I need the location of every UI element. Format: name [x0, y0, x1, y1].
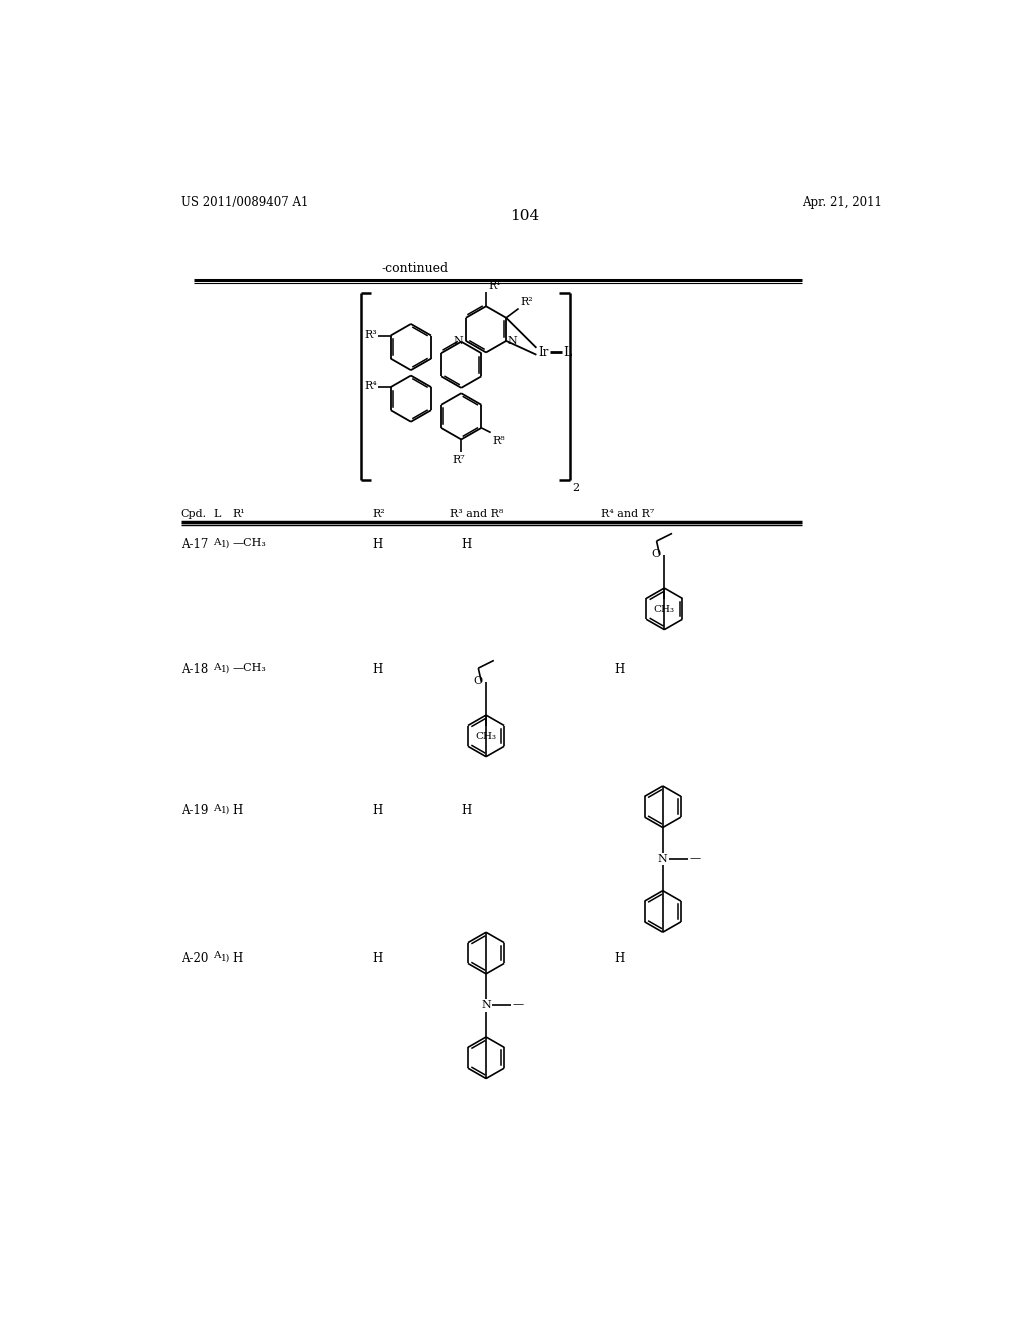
Text: R³ and R⁸: R³ and R⁸	[450, 508, 503, 519]
Text: —: —	[512, 999, 523, 1010]
Text: H: H	[372, 663, 382, 676]
Text: N: N	[453, 335, 463, 346]
Text: 1): 1)	[221, 664, 230, 673]
Text: N: N	[508, 335, 517, 346]
Text: R²: R²	[372, 508, 385, 519]
Text: Apr. 21, 2011: Apr. 21, 2011	[802, 195, 882, 209]
Text: A: A	[213, 804, 221, 813]
Text: R¹: R¹	[232, 508, 246, 519]
Text: H: H	[372, 539, 382, 550]
Text: CH₃: CH₃	[653, 605, 675, 614]
Text: R⁴: R⁴	[365, 381, 377, 391]
Text: H: H	[372, 804, 382, 817]
Text: Ir: Ir	[539, 346, 549, 359]
Text: R⁴ and R⁷: R⁴ and R⁷	[601, 508, 654, 519]
Text: US 2011/0089407 A1: US 2011/0089407 A1	[180, 195, 308, 209]
Text: 1): 1)	[221, 540, 230, 549]
Text: O: O	[651, 549, 660, 560]
Text: A-18: A-18	[180, 663, 208, 676]
Text: 2: 2	[572, 483, 580, 492]
Text: N: N	[657, 854, 668, 865]
Text: R²: R²	[520, 297, 532, 308]
Text: —CH₃: —CH₃	[232, 539, 266, 548]
Text: H: H	[461, 804, 471, 817]
Text: R³: R³	[365, 330, 377, 339]
Text: —: —	[689, 853, 700, 863]
Text: H: H	[614, 952, 625, 965]
Text: A-19: A-19	[180, 804, 208, 817]
Text: 1): 1)	[221, 953, 230, 962]
Text: -continued: -continued	[381, 261, 449, 275]
Text: L: L	[213, 508, 220, 519]
Text: A: A	[213, 952, 221, 961]
Text: A: A	[213, 539, 221, 546]
Text: R¹: R¹	[488, 281, 501, 290]
Text: 104: 104	[510, 209, 540, 223]
Text: —CH₃: —CH₃	[232, 663, 266, 673]
Text: H: H	[232, 952, 243, 965]
Text: R⁷: R⁷	[453, 455, 465, 465]
Text: O: O	[473, 676, 482, 686]
Text: H: H	[232, 804, 243, 817]
Text: L: L	[563, 346, 571, 359]
Text: A-17: A-17	[180, 539, 208, 550]
Text: R⁸: R⁸	[493, 436, 505, 446]
Text: Cpd.: Cpd.	[180, 508, 207, 519]
Text: CH₃: CH₃	[475, 733, 497, 741]
Text: H: H	[372, 952, 382, 965]
Text: A-20: A-20	[180, 952, 208, 965]
Text: 1): 1)	[221, 805, 230, 814]
Text: H: H	[614, 663, 625, 676]
Text: A: A	[213, 663, 221, 672]
Text: N: N	[481, 1001, 490, 1010]
Text: H: H	[461, 539, 471, 550]
